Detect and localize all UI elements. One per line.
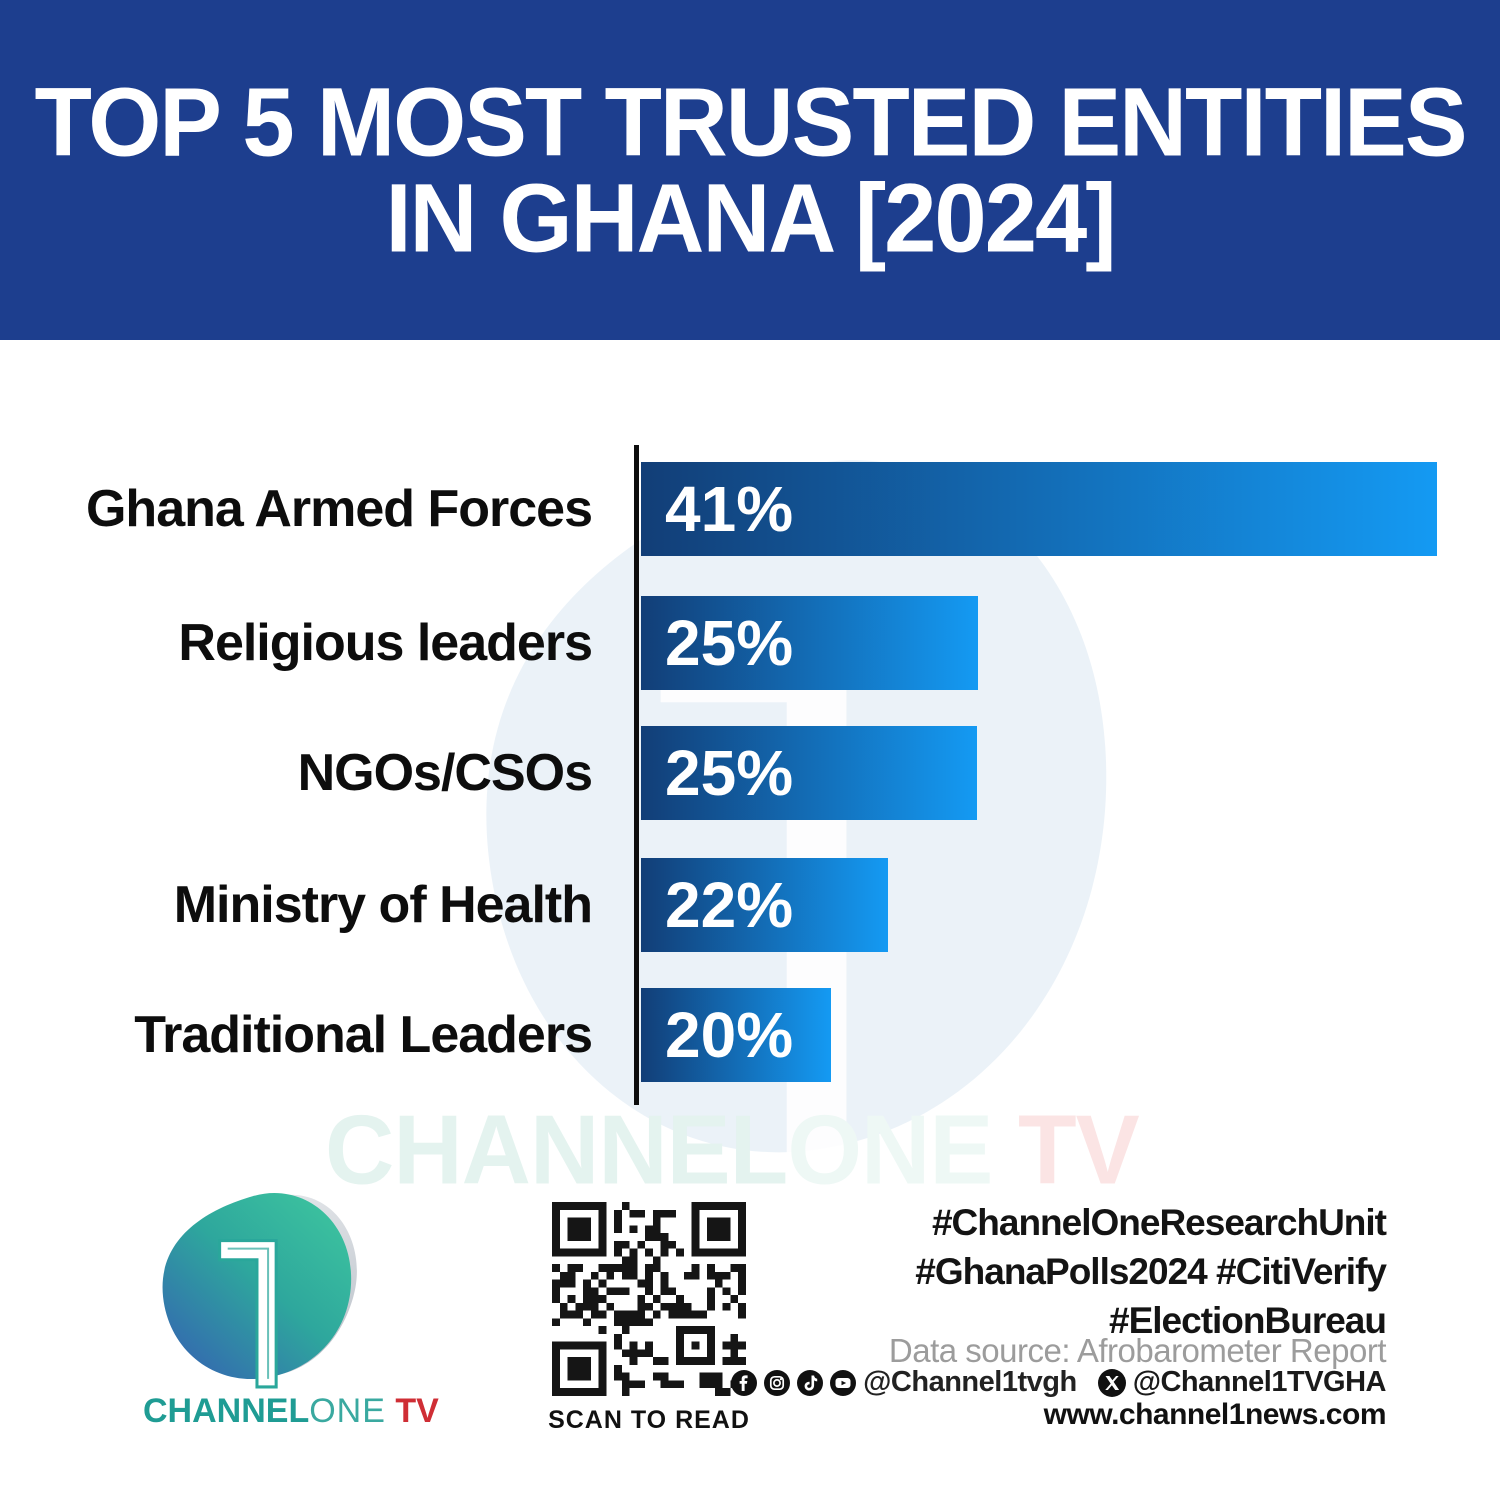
- social-handle-x: @Channel1TVGHA: [1132, 1366, 1387, 1398]
- channel-one-tv-watermark: CHANNELONE TV: [325, 1095, 1140, 1207]
- watermark-channel: CHANNEL: [325, 1095, 788, 1206]
- bar-ghana-armed-forces: 41%: [641, 462, 1437, 556]
- bar-value-ghana-armed-forces: 41%: [665, 473, 794, 545]
- facebook-icon: [731, 1369, 758, 1396]
- logo-wordmark: CHANNELONE TV: [143, 1392, 439, 1431]
- bar-ngos-csos: 25%: [641, 726, 977, 820]
- channel-one-logo: [162, 1192, 357, 1389]
- data-source-text: Data source: Afrobarometer Report: [888, 1332, 1387, 1369]
- bar-traditional-leaders: 20%: [641, 988, 831, 1082]
- bar-value-religious-leaders: 25%: [665, 607, 794, 679]
- tiktok-icon: [797, 1369, 824, 1396]
- logo-wordmark-tv: TV: [385, 1392, 439, 1430]
- bar-label-ministry-of-health: Ministry of Health: [173, 876, 593, 934]
- bar-label-religious-leaders: Religious leaders: [178, 614, 593, 672]
- chart-axis: [634, 445, 639, 1105]
- youtube-icon: [830, 1369, 857, 1396]
- bar-label-ghana-armed-forces: Ghana Armed Forces: [85, 480, 593, 538]
- page-title-line1: TOP 5 MOST TRUSTED ENTITIES: [34, 66, 1467, 177]
- qr-caption: SCAN TO READ: [548, 1406, 750, 1434]
- logo-numeral-1: [218, 1239, 278, 1389]
- watermark-tv: TV: [992, 1095, 1140, 1206]
- logo-wordmark-channel: CHANNEL: [143, 1392, 310, 1430]
- header-band: TOP 5 MOST TRUSTED ENTITIES IN GHANA [20…: [0, 0, 1500, 340]
- page-title-line2: IN GHANA [2024]: [385, 162, 1116, 273]
- bar-value-traditional-leaders: 20%: [665, 999, 794, 1071]
- hashtag-line-1: #ChannelOneResearchUnit: [931, 1202, 1387, 1243]
- bar-ministry-of-health: 22%: [641, 858, 888, 952]
- hashtag-line-2: #GhanaPolls2024 #CitiVerify: [915, 1251, 1387, 1292]
- bar-label-ngos-csos: NGOs/CSOs: [297, 744, 593, 802]
- bar-value-ministry-of-health: 22%: [665, 869, 794, 941]
- social-handle-primary: @Channel1tvgh: [863, 1366, 1077, 1398]
- bar-label-traditional-leaders: Traditional Leaders: [134, 1006, 593, 1064]
- instagram-icon: [764, 1369, 791, 1396]
- watermark-one: ONE: [787, 1095, 993, 1206]
- social-row: @Channel1tvgh @Channel1TVGHA: [731, 1366, 1387, 1399]
- logo-wordmark-one: ONE: [309, 1392, 386, 1430]
- hashtag-block: #ChannelOneResearchUnit #GhanaPolls2024 …: [915, 1198, 1387, 1345]
- hashtag-line-3: #ElectionBureau: [1109, 1300, 1387, 1341]
- qr-code: [552, 1202, 746, 1396]
- website-url: www.channel1news.com: [1043, 1398, 1387, 1431]
- x-icon: [1097, 1368, 1126, 1397]
- bar-religious-leaders: 25%: [641, 596, 978, 690]
- bar-value-ngos-csos: 25%: [665, 737, 794, 809]
